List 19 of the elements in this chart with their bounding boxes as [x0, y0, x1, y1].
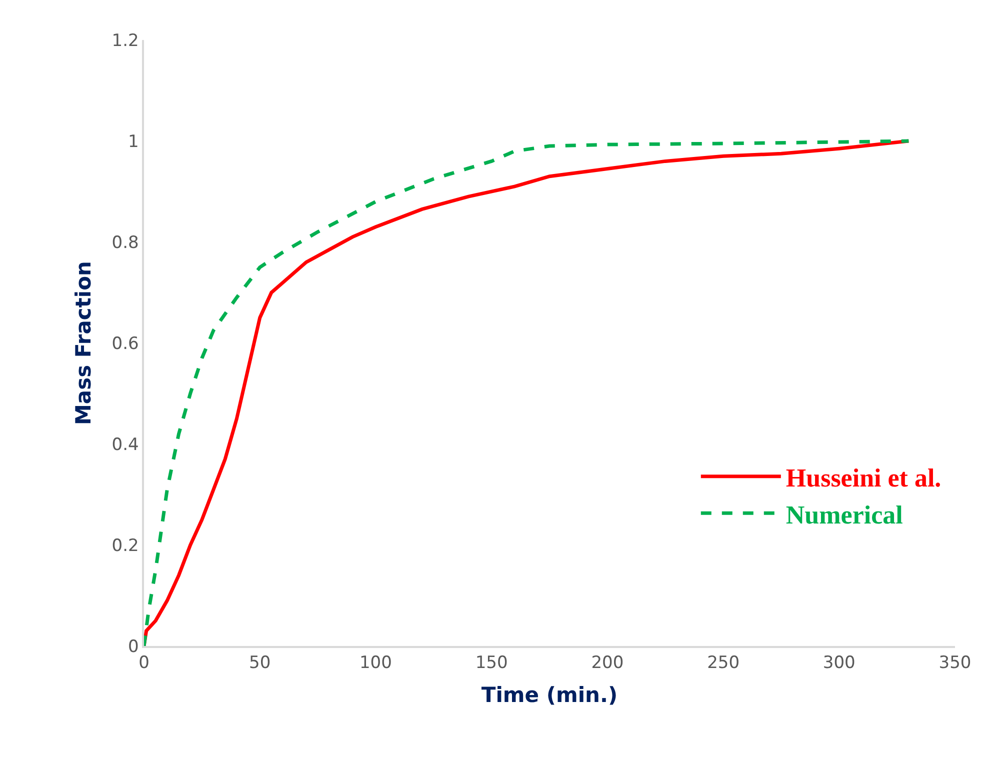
y-tick-label: 0.6: [112, 334, 139, 354]
x-axis-title: Time (min.): [481, 682, 618, 707]
y-tick-label: 0.8: [112, 232, 139, 253]
x-tick-label: 100: [359, 653, 392, 674]
x-tick-label: 350: [938, 653, 972, 674]
y-tick-label: 0.2: [112, 536, 139, 556]
y-tick-label: 0: [128, 636, 139, 657]
line-series: [144, 139, 910, 646]
x-tick-label: 250: [707, 653, 740, 674]
x-tick-label: 150: [475, 653, 508, 674]
y-tick-label: 1.2: [112, 30, 139, 51]
y-tick-label: 0.4: [112, 434, 139, 455]
x-tick-label: 300: [822, 653, 856, 674]
x-tick-label: 200: [591, 653, 624, 674]
legend-label: Husseini et al.: [786, 463, 942, 492]
y-tick-label: 1: [128, 132, 139, 152]
legend-label: Numerical: [786, 500, 903, 530]
x-tick-label: 50: [249, 653, 271, 674]
y-axis-title: Mass Fraction: [71, 261, 96, 425]
